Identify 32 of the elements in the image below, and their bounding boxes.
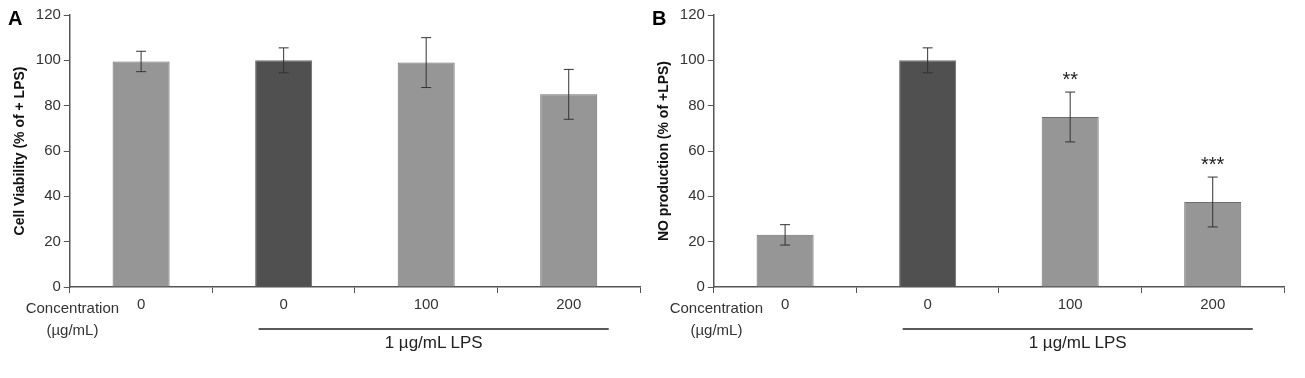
- x-tick-label: 0: [136, 295, 146, 313]
- x-tick-label: 200: [1200, 295, 1226, 313]
- y-tick-label: 120: [679, 5, 705, 23]
- annotation: **: [1062, 67, 1079, 90]
- x-tick-label: 0: [923, 295, 932, 313]
- y-tick-label: 100: [679, 50, 705, 68]
- y-tick-label: 20: [688, 231, 705, 249]
- y-tick-label: 120: [35, 5, 61, 23]
- x-tick-label: 100: [413, 295, 439, 313]
- y-tick-label: 40: [688, 186, 705, 204]
- text: 1 µg/mL LPS: [1028, 333, 1127, 353]
- y-tick-label: 100: [35, 50, 61, 68]
- x-axis-title: Concentration (µg/mL): [25, 299, 120, 339]
- y-axis-title: NO production (% of +LPS): [655, 60, 672, 242]
- x-axis-title: Concentration (µg/mL): [669, 299, 764, 339]
- y-tick-label: 60: [44, 141, 61, 159]
- y-tick-label: 60: [688, 141, 705, 159]
- y-tick-label: 40: [44, 186, 61, 204]
- x-tick-label: 0: [780, 295, 790, 313]
- text: 1 µg/mL LPS: [384, 333, 483, 353]
- chart-title: B: [652, 6, 667, 29]
- y-tick-label: 20: [44, 231, 61, 249]
- x-tick-label: 200: [556, 295, 582, 313]
- chart-title: A: [8, 6, 23, 29]
- y-tick-label: 80: [44, 95, 61, 113]
- annotation: ***: [1201, 152, 1225, 175]
- y-tick-label: 0: [696, 277, 705, 295]
- x-tick-label: 0: [279, 295, 288, 313]
- y-tick-label: 80: [688, 95, 705, 113]
- y-axis-title: Cell Viability (% of + LPS): [11, 66, 28, 236]
- y-tick-label: 0: [52, 277, 61, 295]
- x-tick-label: 100: [1057, 295, 1083, 313]
